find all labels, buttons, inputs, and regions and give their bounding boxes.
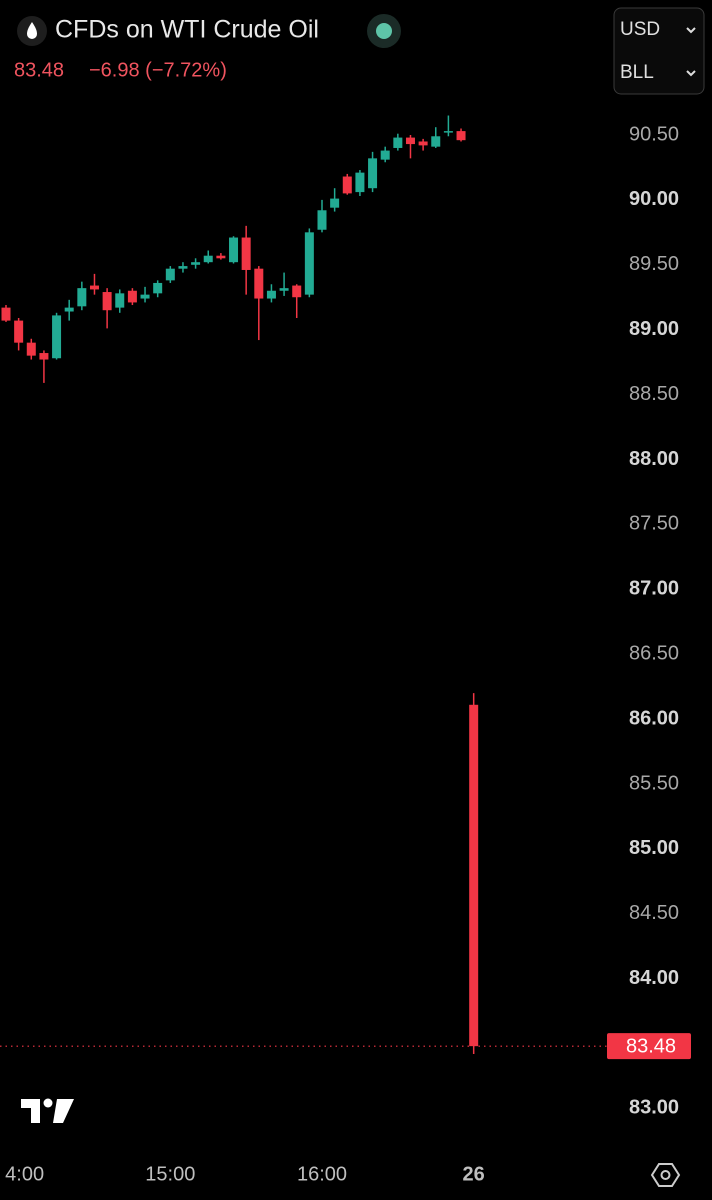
candle-body [393,137,403,148]
y-tick-label: 90.00 [629,188,679,210]
candle-body [178,266,188,269]
y-tick-label: 90.50 [629,123,679,145]
candle-body [77,288,87,307]
y-tick-label: 88.50 [629,383,679,405]
candle-body [292,285,302,298]
y-tick-label: 83.00 [629,1097,679,1119]
candle-body [330,198,340,208]
x-tick-label: 4:00 [5,1163,44,1185]
candle-body [266,290,276,299]
y-tick-label: 85.00 [629,837,679,859]
candle-body [355,172,365,193]
last-price-label: 83.48 [626,1035,676,1057]
candle-body [368,158,378,189]
candle-body [229,237,239,263]
price-change: −6.98 (−7.72%) [89,59,227,81]
candle-body [380,150,390,160]
y-tick-label: 85.50 [629,772,679,794]
x-tick-label: 26 [463,1163,485,1185]
symbol-title[interactable]: CFDs on WTI Crude Oil [55,16,319,44]
y-tick-label: 89.50 [629,253,679,275]
unit-selector [613,7,705,95]
candle-body [317,210,327,230]
candle-body [241,237,251,270]
y-tick-label: 84.00 [629,967,679,989]
x-tick-label: 15:00 [145,1163,195,1185]
candle-body [153,282,163,294]
candle-body [14,320,24,343]
candle-body [304,232,314,295]
candle-body [64,307,74,312]
candle-body [102,292,112,311]
candle-body [39,353,49,360]
y-tick-label: 86.00 [629,707,679,729]
candle-body [279,288,289,291]
market-status [376,23,392,39]
candle-body [456,131,466,141]
y-tick-label: 89.00 [629,318,679,340]
candle-body [1,307,11,321]
y-tick-label: 86.50 [629,642,679,664]
unit-select[interactable]: BLL [620,62,654,83]
drop-icon [27,22,37,39]
chevron [686,27,696,34]
candle-body [140,294,150,299]
settings-button[interactable] [650,1163,681,1187]
candle-body [115,293,125,308]
candle-body [165,268,175,281]
last-price: 83.48 [14,59,64,81]
y-tick-label: 87.50 [629,513,679,535]
currency-select[interactable]: USD [620,19,660,40]
y-tick-label: 84.50 [629,902,679,924]
candle-body [469,704,479,1047]
candle-body [443,131,453,133]
candle-body [418,141,428,146]
candle-body [203,255,213,263]
candle-body [431,136,441,147]
candle-body [52,315,62,359]
y-tick-label: 88.00 [629,448,679,470]
candle-body [191,262,201,265]
tv-logo [21,1098,74,1123]
candle-body [405,137,415,145]
candle-body [342,176,352,194]
y-tick-label: 87.00 [629,578,679,600]
settings-icon [660,1170,671,1180]
x-tick-label: 16:00 [297,1163,347,1185]
candle-body [127,290,137,303]
candle-body [26,342,36,356]
candle-body [216,255,226,259]
candle-body [89,285,99,290]
candle-body [254,268,264,299]
chevron [686,70,696,77]
last-price-tag [607,1033,691,1060]
